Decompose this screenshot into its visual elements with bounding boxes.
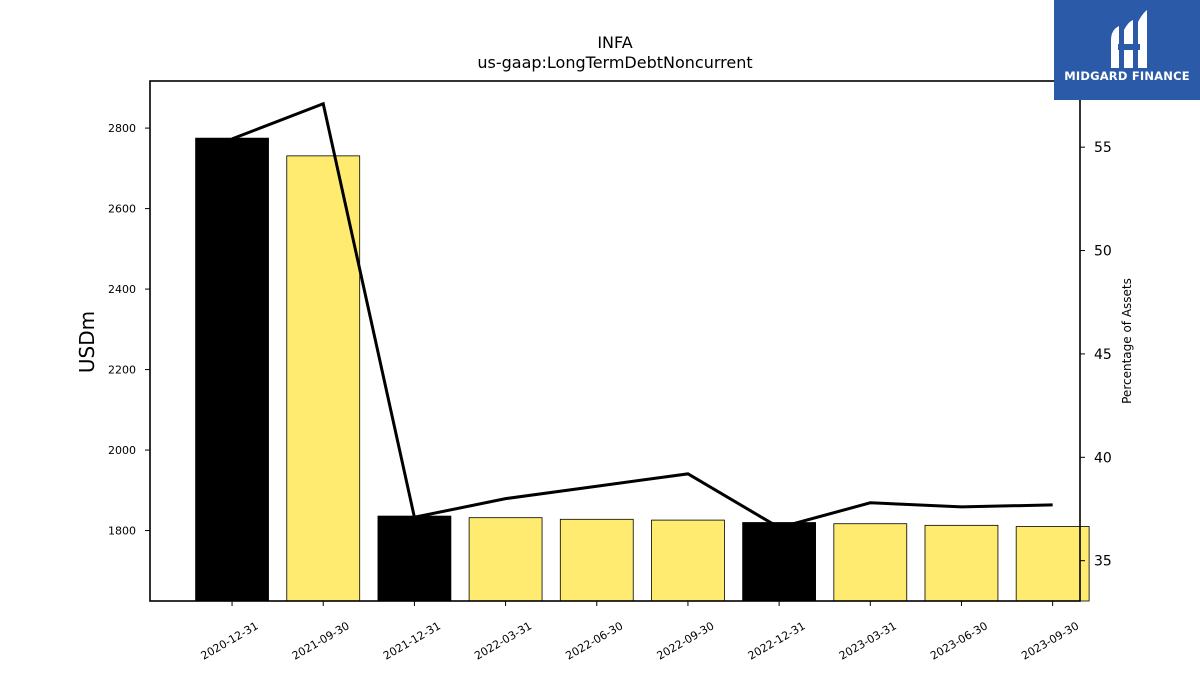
- y2-tick-label: 50: [1094, 244, 1112, 260]
- brand-name: MIDGARD FINANCE: [1064, 69, 1190, 83]
- y-tick-label: 2200: [108, 364, 136, 377]
- x-tick-label: 2022-03-31: [472, 619, 534, 662]
- bar: [742, 522, 816, 602]
- x-tick-label: 2021-12-31: [381, 619, 443, 662]
- bar: [468, 517, 543, 602]
- bars-group: [195, 137, 1090, 602]
- line-group: [231, 101, 1053, 530]
- y2-tick-label: 35: [1094, 554, 1112, 570]
- y-tick-label: 1800: [108, 525, 136, 538]
- x-tick-label: 2021-09-30: [290, 619, 352, 662]
- bar: [377, 515, 452, 602]
- y-tick-label: 2800: [108, 122, 136, 135]
- x-tick-label: 2020-12-31: [199, 619, 261, 662]
- line-series: [231, 101, 1053, 530]
- x-tick-label: 2022-09-30: [655, 619, 717, 662]
- bar: [286, 155, 361, 602]
- x-tick-label: 2022-06-30: [563, 619, 625, 662]
- chart-subtitle: us-gaap:LongTermDebtNoncurrent: [477, 53, 752, 72]
- x-tick-label: 2023-03-31: [837, 619, 899, 662]
- y2-tick-label: 45: [1094, 347, 1112, 363]
- chart-title: INFA: [597, 33, 632, 52]
- plot-frame: [149, 80, 1081, 602]
- bar: [651, 519, 725, 602]
- midgard-logo-icon: [1111, 10, 1147, 68]
- brand-logo: MIDGARD FINANCE: [1054, 0, 1200, 100]
- y-tick-label: 2400: [108, 283, 136, 296]
- bar: [924, 524, 999, 602]
- y2-tick-label: 40: [1094, 450, 1112, 466]
- y2-tick-label: 55: [1094, 140, 1112, 156]
- bar: [833, 523, 908, 602]
- bar: [559, 518, 634, 602]
- x-tick-label: 2022-12-31: [746, 619, 808, 662]
- y-tick-label: 2600: [108, 203, 136, 216]
- x-tick-label: 2023-06-30: [928, 619, 990, 662]
- y2-axis-label: Percentage of Assets: [1120, 278, 1134, 404]
- bar: [1015, 526, 1090, 602]
- y-tick-label: 2000: [108, 444, 136, 457]
- y-axis-label: USDm: [75, 311, 99, 373]
- x-tick-label: 2023-09-30: [1019, 619, 1081, 662]
- bar: [195, 137, 269, 602]
